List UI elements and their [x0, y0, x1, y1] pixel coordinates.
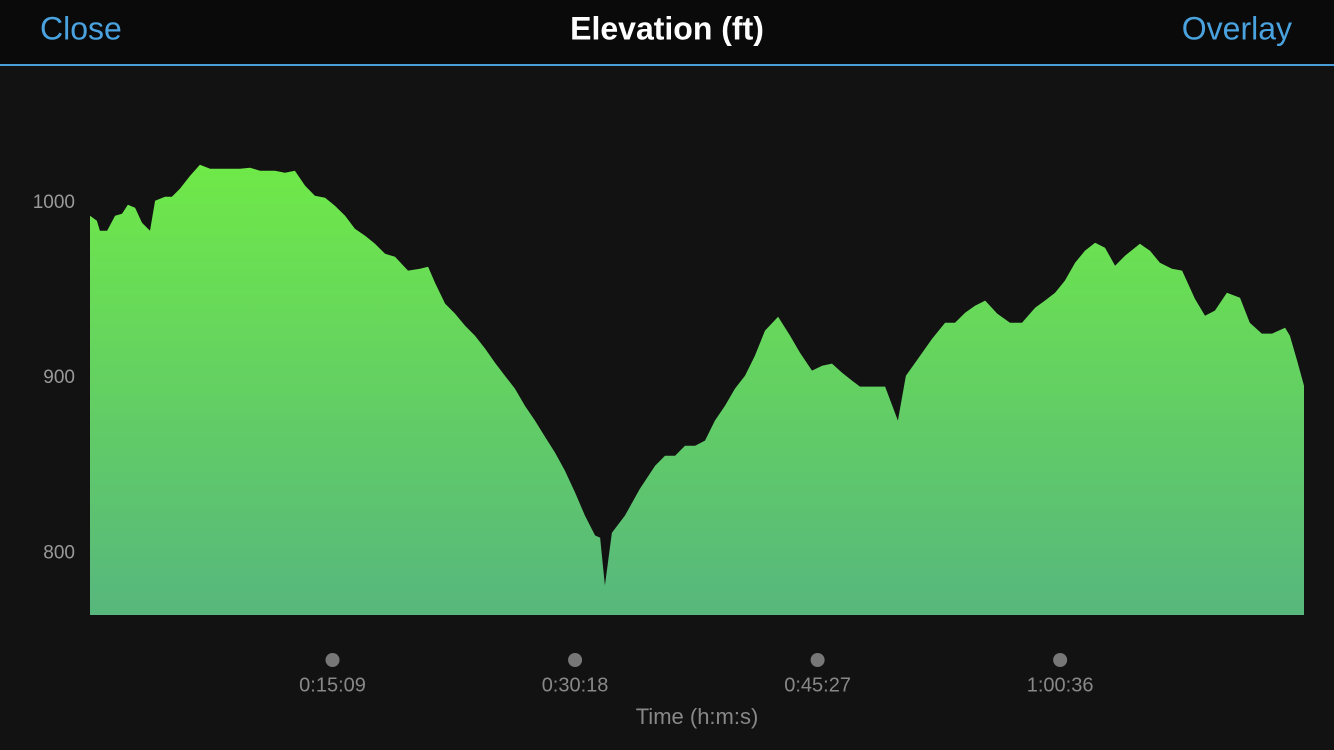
title: Elevation (ft): [570, 10, 764, 46]
x-tick-dot: [325, 653, 340, 667]
elevation-area: [90, 164, 1304, 615]
y-tick-label: 800: [43, 543, 75, 564]
x-tick-dot: [1053, 653, 1068, 667]
x-tick-label: 0:30:18: [542, 674, 609, 696]
x-tick-label: 0:45:27: [784, 674, 851, 696]
y-tick-label: 900: [43, 367, 75, 388]
x-tick-label: 0:15:09: [299, 674, 366, 696]
x-tick-label: 1:00:36: [1027, 674, 1094, 696]
close-button[interactable]: Close: [40, 10, 122, 46]
x-axis-label: Time (h:m:s): [636, 704, 759, 729]
overlay-button[interactable]: Overlay: [1182, 10, 1292, 46]
x-tick-dot: [568, 653, 583, 667]
header-bar: [0, 0, 1334, 64]
x-tick-dot: [810, 653, 825, 667]
y-tick-label: 1000: [33, 192, 75, 213]
